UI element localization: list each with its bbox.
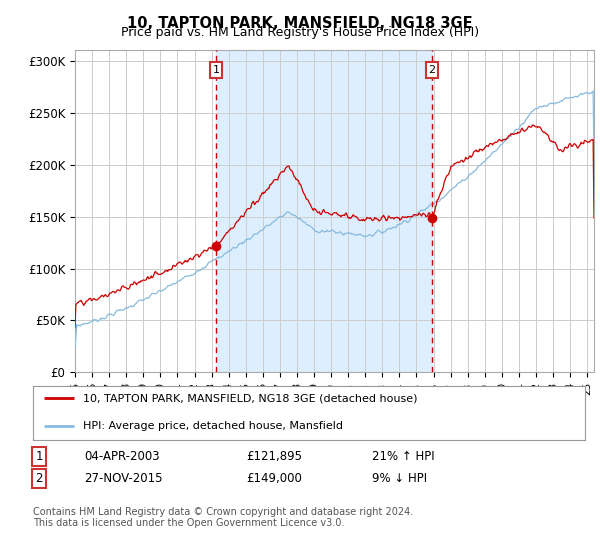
Text: 10, TAPTON PARK, MANSFIELD, NG18 3GE (detached house): 10, TAPTON PARK, MANSFIELD, NG18 3GE (de… bbox=[83, 393, 417, 403]
Text: 9% ↓ HPI: 9% ↓ HPI bbox=[372, 472, 427, 486]
Text: 1: 1 bbox=[35, 450, 43, 463]
Text: HPI: Average price, detached house, Mansfield: HPI: Average price, detached house, Mans… bbox=[83, 421, 343, 431]
Text: Price paid vs. HM Land Registry's House Price Index (HPI): Price paid vs. HM Land Registry's House … bbox=[121, 26, 479, 39]
Text: 1: 1 bbox=[212, 65, 220, 75]
Text: 2: 2 bbox=[428, 65, 436, 75]
Text: 21% ↑ HPI: 21% ↑ HPI bbox=[372, 450, 434, 463]
Bar bbox=[216, 50, 432, 372]
Text: £121,895: £121,895 bbox=[246, 450, 302, 463]
Text: 04-APR-2003: 04-APR-2003 bbox=[84, 450, 160, 463]
Text: Contains HM Land Registry data © Crown copyright and database right 2024.
This d: Contains HM Land Registry data © Crown c… bbox=[33, 507, 413, 529]
Text: 2: 2 bbox=[35, 472, 43, 486]
Text: £149,000: £149,000 bbox=[246, 472, 302, 486]
Text: 27-NOV-2015: 27-NOV-2015 bbox=[84, 472, 163, 486]
Text: 10, TAPTON PARK, MANSFIELD, NG18 3GE: 10, TAPTON PARK, MANSFIELD, NG18 3GE bbox=[127, 16, 473, 31]
